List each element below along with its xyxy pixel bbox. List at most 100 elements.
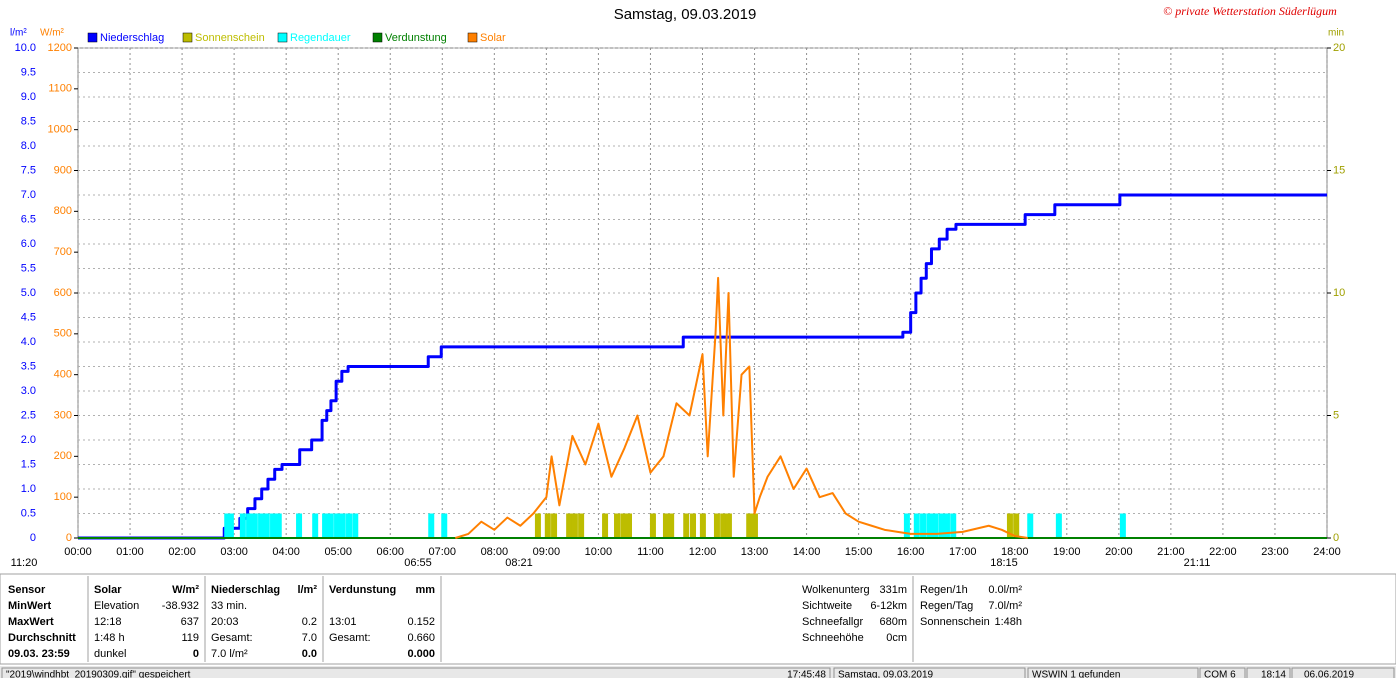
y-tick-label: 5.5 (21, 262, 36, 274)
x-tick-label: 09:00 (533, 546, 561, 558)
bar (296, 513, 303, 538)
bar (322, 513, 329, 538)
bar (312, 513, 319, 538)
x-tick-label: 12:00 (689, 546, 717, 558)
stat-text: Elevation (94, 600, 139, 612)
status-field (833, 667, 1026, 678)
bar (751, 513, 758, 538)
legend-swatch (372, 32, 383, 43)
stat-value: 0.2 (302, 616, 317, 628)
bar (334, 513, 341, 538)
x-tick-label: 03:00 (220, 546, 248, 558)
info-label: Sichtweite (802, 600, 852, 612)
bar (339, 513, 346, 538)
y2-tick-label: 300 (54, 409, 72, 421)
x-tick-label: 14:00 (793, 546, 821, 558)
y3-tick-label: 15 (1333, 164, 1345, 176)
bar (625, 513, 632, 538)
bar (720, 513, 727, 538)
info-label: Schneehöhe (802, 632, 864, 644)
bar (566, 513, 573, 538)
stat-label: MinWert (8, 600, 52, 612)
x-tick-label: 23:00 (1261, 546, 1289, 558)
stat-value: 0.152 (407, 616, 435, 628)
x-tick-label: 08:00 (481, 546, 509, 558)
bar (725, 513, 732, 538)
y-tick-label: 6.0 (21, 238, 36, 250)
y3-tick-label: 10 (1333, 287, 1345, 299)
annotation: 18:15 (990, 557, 1018, 569)
bar (690, 513, 697, 538)
chart-title: Samstag, 09.03.2019 (614, 6, 757, 23)
series-line (455, 276, 1028, 539)
bar (246, 513, 253, 538)
y-tick-label: 3.0 (21, 385, 36, 397)
y2-tick-label: 600 (54, 287, 72, 299)
x-tick-label: 10:00 (585, 546, 613, 558)
bar (683, 513, 690, 538)
bar (441, 513, 448, 538)
stat-value: 0.0 (302, 648, 317, 660)
bar (913, 513, 920, 538)
y-unit: l/m² (10, 28, 27, 39)
info-label: Regen/1h (920, 584, 968, 596)
y-tick-label: 8.5 (21, 115, 36, 127)
bar (346, 513, 353, 538)
series-line (78, 193, 1327, 540)
legend-swatch (182, 32, 193, 43)
info-label: Sonnenschein (920, 616, 990, 628)
info-label: Wolkenunterg (802, 584, 870, 596)
bar (602, 513, 609, 538)
bar (943, 513, 950, 538)
x-tick-label: 21:00 (1157, 546, 1185, 558)
bar (1027, 513, 1034, 538)
bar (327, 513, 334, 538)
bar (713, 513, 720, 538)
stat-unit: mm (415, 584, 435, 596)
stat-label: 09.03. 23:59 (8, 648, 70, 660)
x-tick-label: 16:00 (897, 546, 925, 558)
x-tick-label: 20:00 (1105, 546, 1133, 558)
bar (239, 513, 246, 538)
status-text: Samstag, 09.03.2019 (838, 670, 934, 678)
legend-label: Verdunstung (385, 32, 447, 44)
stat-value: 0 (193, 648, 199, 660)
status-text: 18:14 (1261, 670, 1286, 678)
y2-tick-label: 400 (54, 369, 72, 381)
stat-value: 637 (181, 616, 199, 628)
bar (251, 513, 258, 538)
stat-value: 119 (181, 632, 199, 644)
legend-label: Niederschlag (100, 32, 164, 44)
stat-value: 7.0 (302, 632, 317, 644)
bar (1119, 513, 1126, 538)
stat-value: -38.932 (162, 600, 199, 612)
y2-tick-label: 1000 (48, 124, 72, 136)
info-value: 6-12km (870, 600, 907, 612)
y-tick-label: 1.0 (21, 483, 36, 495)
info-value: 331m (879, 584, 907, 596)
x-tick-label: 06:00 (376, 546, 404, 558)
y2-tick-label: 500 (54, 328, 72, 340)
bar (224, 513, 231, 538)
status-field (1, 667, 831, 678)
y-tick-label: 7.5 (21, 164, 36, 176)
stat-value: 0.660 (407, 632, 435, 644)
bar (903, 513, 910, 538)
info-value: 680m (879, 616, 907, 628)
info-value: 0cm (886, 632, 907, 644)
x-tick-label: 13:00 (741, 546, 769, 558)
stat-text: 12:18 (94, 616, 122, 628)
bar (699, 513, 706, 538)
bar (649, 513, 656, 538)
bar (1006, 513, 1013, 538)
x-tick-label: 07:00 (429, 546, 457, 558)
annotation: 08:21 (505, 557, 533, 569)
stat-text: 1:48 h (94, 632, 125, 644)
bar (263, 513, 270, 538)
y-tick-label: 0.5 (21, 507, 36, 519)
stat-title: Verdunstung (329, 584, 396, 596)
info-label: Schneefallgr (802, 616, 863, 628)
y2-tick-label: 200 (54, 450, 72, 462)
status-bar (0, 666, 1396, 678)
